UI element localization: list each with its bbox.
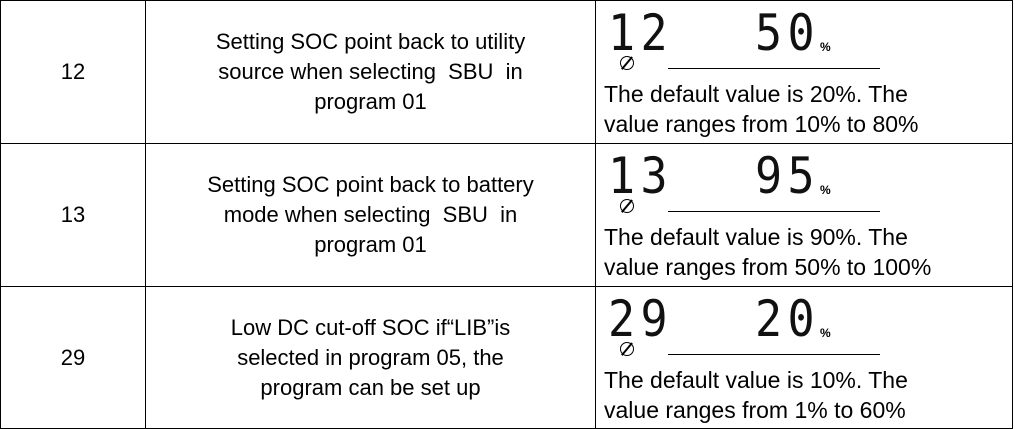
- lcd-unit: %: [820, 326, 831, 340]
- lcd-unit: %: [820, 183, 831, 197]
- lcd-underline: [668, 68, 880, 69]
- description-line: program 01: [314, 89, 427, 114]
- description-line: selected in program 05, the: [237, 345, 504, 370]
- note-line: The default value is 10%. The: [604, 367, 908, 393]
- note-line: The default value is 20%. The: [604, 81, 908, 107]
- note-line: value ranges from 50% to 100%: [604, 254, 932, 280]
- note-line: The default value is 90%. The: [604, 224, 908, 250]
- row-number: 29: [60, 345, 86, 370]
- lcd-underline: [668, 354, 880, 355]
- row-number: 13: [60, 202, 86, 227]
- lcd-program: 13: [608, 147, 673, 205]
- description-line: program can be set up: [260, 375, 481, 400]
- description-line: program 01: [314, 232, 427, 257]
- lcd-value: 95: [755, 147, 820, 205]
- note-line: value ranges from 1% to 60%: [604, 397, 906, 423]
- description-line: source when selecting SBU in: [218, 59, 523, 84]
- lcd-icon: [620, 56, 634, 70]
- lcd-value: 20: [755, 290, 820, 348]
- lcd-value: 50: [755, 4, 820, 62]
- row-number: 12: [60, 59, 86, 84]
- lcd-underline: [668, 211, 880, 212]
- lcd-program: 12: [608, 4, 673, 62]
- description-line: Low DC cut-off SOC if“LIB”is: [230, 315, 511, 340]
- description-line: Setting SOC point back to battery: [207, 172, 534, 197]
- note-line: value ranges from 10% to 80%: [604, 111, 919, 137]
- description-line: mode when selecting SBU in: [223, 202, 518, 227]
- lcd-icon: [620, 342, 634, 356]
- description-line: Setting SOC point back to utility: [215, 29, 526, 54]
- lcd-program: 29: [608, 290, 673, 348]
- lcd-unit: %: [820, 40, 831, 54]
- lcd-icon: [620, 199, 634, 213]
